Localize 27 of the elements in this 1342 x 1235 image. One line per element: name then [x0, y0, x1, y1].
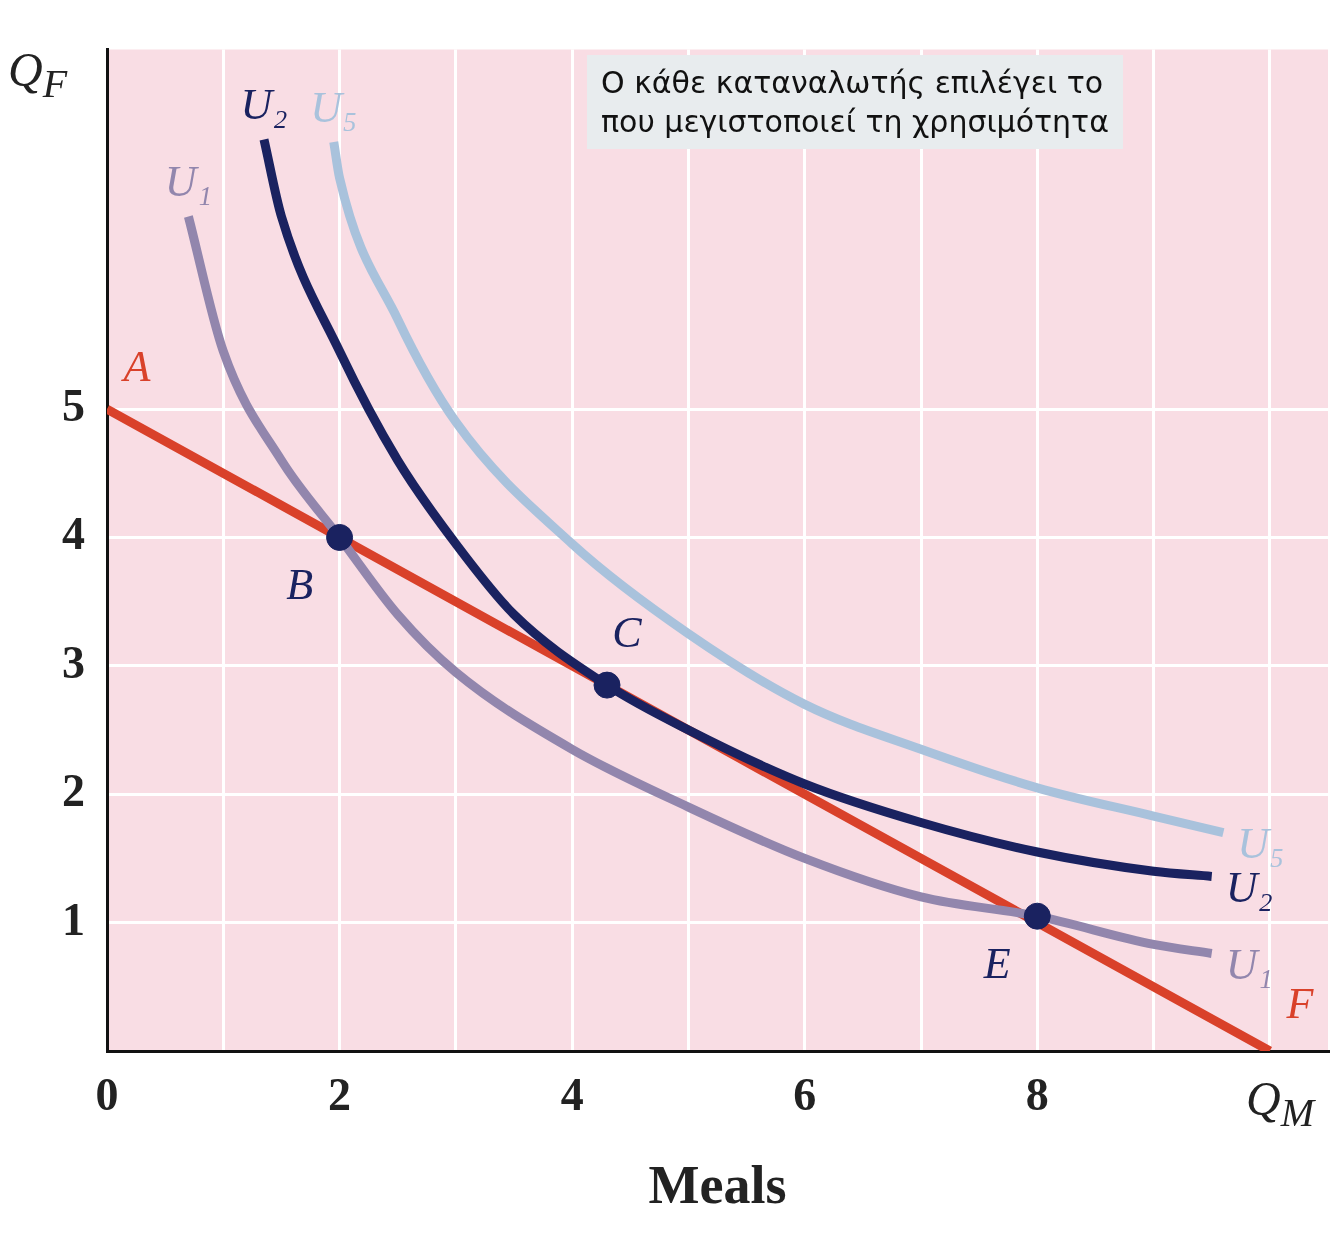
x-axis-title: Meals	[648, 1154, 787, 1215]
annotation: C	[612, 607, 643, 657]
series-label: U₁	[1225, 939, 1273, 989]
annotation: A	[120, 341, 152, 391]
y-axis-title: Q$_{F}$	[8, 41, 68, 107]
y-tick-label: 3	[62, 636, 85, 688]
annotation: E	[982, 938, 1011, 988]
text: U₁	[164, 157, 212, 207]
y-tick-label: 2	[62, 765, 85, 817]
x-tick-label: 4	[560, 1069, 584, 1121]
y-tick-label: 5	[62, 379, 85, 431]
x-tick-label: 6	[793, 1069, 817, 1121]
y-tick-label: 4	[62, 508, 85, 560]
series-label: U₅	[1237, 819, 1285, 869]
point	[1023, 902, 1051, 930]
annotation: B	[286, 560, 314, 610]
text: U₅	[310, 82, 358, 132]
x-tick-label: 2	[328, 1069, 352, 1121]
x-tick-label: 0	[95, 1069, 119, 1121]
annotation: F	[1285, 978, 1315, 1028]
x-tick-label: 8	[1025, 1069, 1049, 1121]
y-tick-label: 1	[62, 893, 85, 945]
text: U₂	[240, 80, 288, 130]
point	[326, 523, 354, 551]
point	[593, 671, 621, 699]
x2-axis-title: Q$_{M}$	[1246, 1071, 1314, 1136]
text: Ο κάθε καταναλωτής επιλέγει το που μεγιστοποιεί τη χρησιμότητα	[587, 54, 1123, 149]
